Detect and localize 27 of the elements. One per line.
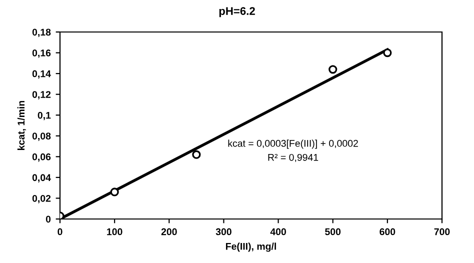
x-tick-label: 0 (58, 228, 62, 236)
annotation: R² = 0,9941 (268, 154, 318, 162)
point (328, 65, 338, 74)
y-axis-title: kcat, 1/min (17, 100, 26, 150)
point (110, 188, 119, 196)
x-tick-label: 400 (270, 228, 286, 236)
x-tick-label: 100 (107, 228, 122, 236)
y-tick-label: 0,12 (32, 91, 51, 100)
y-tick-label: 0,06 (32, 153, 51, 162)
y-tick-label: 0,18 (32, 28, 51, 38)
y-tick-label: 0,02 (32, 194, 51, 204)
y-tick-label: 0 (46, 216, 51, 223)
y-tick-label: 0,14 (32, 70, 51, 79)
x-axis-title: Fe(III), mg/l (226, 242, 276, 252)
y-tick-label: 0,08 (32, 132, 51, 141)
y-tick-label: 0,1 (38, 112, 51, 120)
x-tick-label: 200 (161, 228, 177, 236)
annotation: kcat = 0,0003[Fe(III)] + 0,0002 (228, 140, 358, 149)
y-tick-label: 0,04 (32, 174, 51, 182)
x-tick-label: 700 (434, 228, 450, 236)
point (383, 48, 392, 58)
y-tick-label: 0,16 (32, 50, 51, 58)
x-tick-label: 300 (216, 228, 232, 236)
point (192, 150, 201, 159)
chart-title: pH=6.2 (219, 7, 255, 18)
x-tick-label: 500 (325, 228, 341, 236)
x-tick-label: 600 (380, 228, 396, 236)
